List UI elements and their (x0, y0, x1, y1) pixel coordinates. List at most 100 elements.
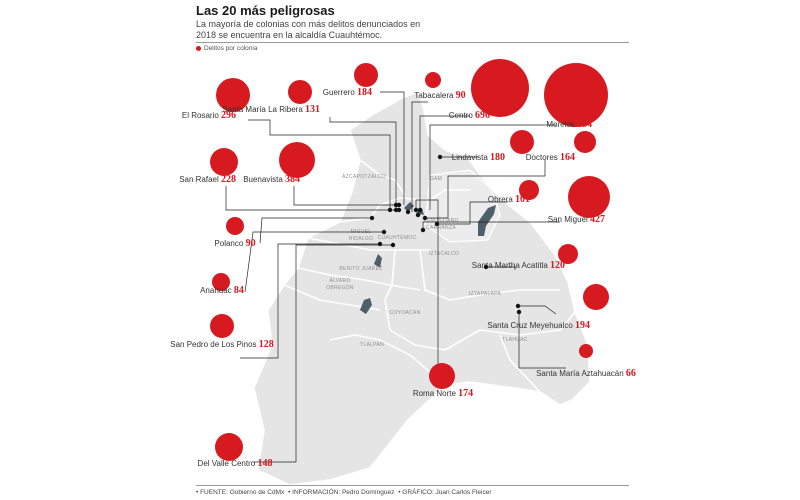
borough-label: COYOACÁN (389, 309, 420, 316)
colonia-value: 184 (357, 87, 372, 98)
colonia-value: 384 (285, 174, 300, 185)
leader-line (293, 186, 396, 206)
bubble (471, 59, 529, 117)
leader-line (486, 266, 516, 270)
leader-line (422, 221, 560, 230)
bubble-label: Morelos 684 (546, 119, 592, 130)
bubble (425, 72, 441, 88)
bubble-label: Buenavista 384 (243, 174, 300, 185)
borough-label: ÁLVARO (329, 277, 350, 284)
legend-label: Delitos por colonia (204, 45, 258, 52)
location-dot (413, 207, 419, 213)
leader-line (411, 101, 428, 212)
borough-label: TLALPAN (360, 342, 384, 348)
colonia-value: 696 (475, 110, 490, 121)
colonia-name: Anahuac (200, 286, 234, 295)
bubble-label: Del Valle Centro 148 (198, 458, 273, 469)
location-dot (437, 154, 443, 160)
bubble (574, 131, 596, 153)
colonia-name: Santa Martha Acatitla (472, 261, 550, 270)
bubble-label: San Pedro de Los Pinos 128 (170, 339, 274, 350)
colonia-value: 120 (550, 260, 565, 271)
location-dot (396, 207, 402, 213)
leader-line (380, 91, 405, 205)
bubble-label: Obrera 101 (488, 194, 530, 205)
leader-line (329, 117, 397, 210)
colonia-name: Doctores (526, 153, 560, 162)
borough-label: BENITO JUÁREZ (339, 265, 382, 272)
bubble-label: San Miguel 427 (548, 214, 605, 225)
colonia-name: Tabacalera (414, 91, 455, 100)
borough-label: OBREGÓN (326, 284, 354, 291)
leader-line (518, 305, 557, 315)
location-dot (422, 215, 428, 221)
colonia-name: San Rafael (179, 175, 221, 184)
leader-line (248, 119, 391, 210)
bubble-label: Guerrero 184 (323, 87, 372, 98)
header-divider (196, 42, 629, 43)
colonia-value: 174 (458, 388, 473, 399)
colonia-name: El Rosario (182, 111, 221, 120)
colonia-value: 427 (590, 214, 605, 225)
borough-label: HIDALGO (349, 236, 374, 242)
legend-dot-icon (196, 46, 201, 51)
leader-line (419, 115, 470, 215)
colonia-value: 90 (456, 90, 466, 101)
leader-line (429, 124, 556, 210)
bubble-label: Santa Martha Acatitla 120 (472, 260, 565, 271)
leader-line (253, 244, 393, 463)
park-shape (404, 202, 414, 212)
colonia-value: 131 (305, 104, 320, 115)
location-dot (483, 264, 489, 270)
bubble (226, 217, 244, 235)
location-dot (369, 215, 375, 221)
location-dots (369, 154, 522, 315)
location-dot (415, 212, 421, 218)
bubble (510, 130, 534, 154)
borough-label: GAM (430, 176, 442, 182)
page-title: Las 20 más peligrosas (196, 3, 335, 18)
leader-line (240, 243, 380, 359)
leader-line (244, 231, 384, 293)
footer-info: • INFORMACIÓN: Pedro Domínguez (288, 489, 395, 496)
leader-line (518, 312, 566, 369)
park-shape (360, 298, 372, 314)
colonia-value: 66 (626, 368, 636, 379)
city-boundaries (253, 91, 591, 486)
bubble-label: Polanco 90 (214, 238, 255, 249)
bubble (583, 284, 609, 310)
bubble-label: Roma Norte 174 (413, 388, 473, 399)
colonia-value: 84 (234, 285, 244, 296)
footer-divider (196, 485, 629, 486)
bubble (579, 344, 593, 358)
colonia-name: Centro (449, 111, 475, 120)
colonia-name: Polanco (214, 239, 245, 248)
airport-shape (478, 205, 496, 236)
borough-borders (283, 159, 576, 393)
colonia-value: 296 (221, 110, 236, 121)
bubble (210, 314, 234, 338)
leader-line (259, 217, 372, 244)
bubble-label: Anahuac 84 (200, 285, 244, 296)
colonia-value: 90 (246, 238, 256, 249)
colonia-name: Roma Norte (413, 389, 458, 398)
bubble (215, 433, 243, 461)
colonia-value: 128 (259, 339, 274, 350)
park-shape (374, 254, 382, 268)
location-dot (381, 229, 387, 235)
colonia-name: Santa María Aztahuacán (536, 369, 626, 378)
borough-label: AZCAPOTZALCO (342, 174, 386, 180)
location-dot (417, 207, 423, 213)
bubble (354, 63, 378, 87)
colonia-name: Del Valle Centro (198, 459, 258, 468)
bubble (429, 363, 455, 389)
borough-label: CARRANZA (426, 225, 456, 231)
bubble (210, 148, 238, 176)
borough-label: IZTAPALAPA (469, 291, 502, 297)
bubble (216, 78, 250, 112)
bubble (558, 244, 578, 264)
bubble-label: Centro 696 (449, 110, 490, 121)
bubble (568, 176, 610, 218)
location-dot (387, 207, 393, 213)
